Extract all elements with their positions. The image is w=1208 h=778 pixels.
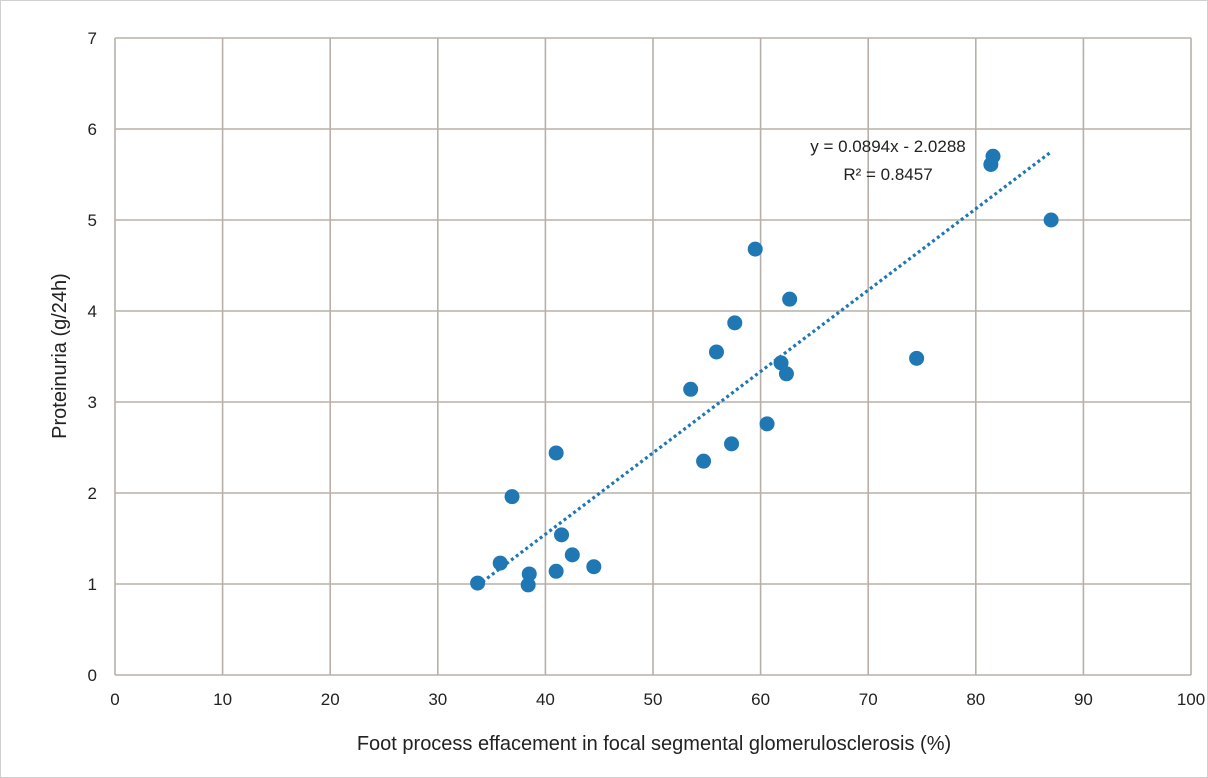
- data-point: [747, 241, 763, 257]
- data-point: [759, 416, 775, 432]
- data-point: [696, 453, 712, 469]
- data-point: [985, 148, 1001, 164]
- y-tick-label: 3: [88, 393, 97, 412]
- data-point: [708, 344, 724, 360]
- data-point: [782, 291, 798, 307]
- y-tick-label: 1: [88, 575, 97, 594]
- tick-labels: 0 10 20 30 40 50 60 70 80 90 100 0 1 2 3 4 5 6 7: [88, 29, 1206, 709]
- data-point: [586, 559, 602, 575]
- data-point: [548, 563, 564, 579]
- trendline-equation: y = 0.0894x - 2.0288: [810, 137, 965, 156]
- y-tick-label: 4: [88, 302, 97, 321]
- x-tick-label: 20: [321, 690, 340, 709]
- data-point: [1043, 212, 1059, 228]
- y-tick-label: 7: [88, 29, 97, 48]
- x-axis-label: Foot process effacement in focal segment…: [357, 733, 951, 755]
- x-tick-label: 10: [213, 690, 232, 709]
- x-tick-label: 0: [110, 690, 119, 709]
- data-point: [724, 436, 740, 452]
- data-point: [492, 555, 508, 571]
- data-point: [554, 527, 570, 543]
- x-tick-label: 60: [751, 690, 770, 709]
- x-tick-label: 50: [644, 690, 663, 709]
- data-point: [909, 350, 925, 366]
- data-point: [520, 577, 536, 593]
- x-tick-label: 100: [1177, 690, 1205, 709]
- data-points: [470, 148, 1059, 593]
- data-point: [504, 489, 520, 505]
- y-tick-label: 6: [88, 120, 97, 139]
- x-tick-label: 40: [536, 690, 555, 709]
- gridlines: [114, 37, 1192, 676]
- data-point: [683, 381, 699, 397]
- data-point: [778, 366, 794, 382]
- y-axis-label: Proteinuria (g/24h): [49, 273, 71, 439]
- trendline-r-squared: R² = 0.8457: [843, 165, 932, 184]
- y-tick-label: 0: [88, 666, 97, 685]
- x-tick-label: 80: [966, 690, 985, 709]
- x-tick-label: 90: [1074, 690, 1093, 709]
- data-point: [521, 566, 537, 582]
- data-point: [548, 445, 564, 461]
- y-tick-label: 2: [88, 484, 97, 503]
- data-point: [470, 575, 486, 591]
- data-point: [727, 315, 743, 331]
- y-tick-label: 5: [88, 211, 97, 230]
- data-point: [564, 547, 580, 563]
- x-tick-label: 70: [859, 690, 878, 709]
- x-tick-label: 30: [428, 690, 447, 709]
